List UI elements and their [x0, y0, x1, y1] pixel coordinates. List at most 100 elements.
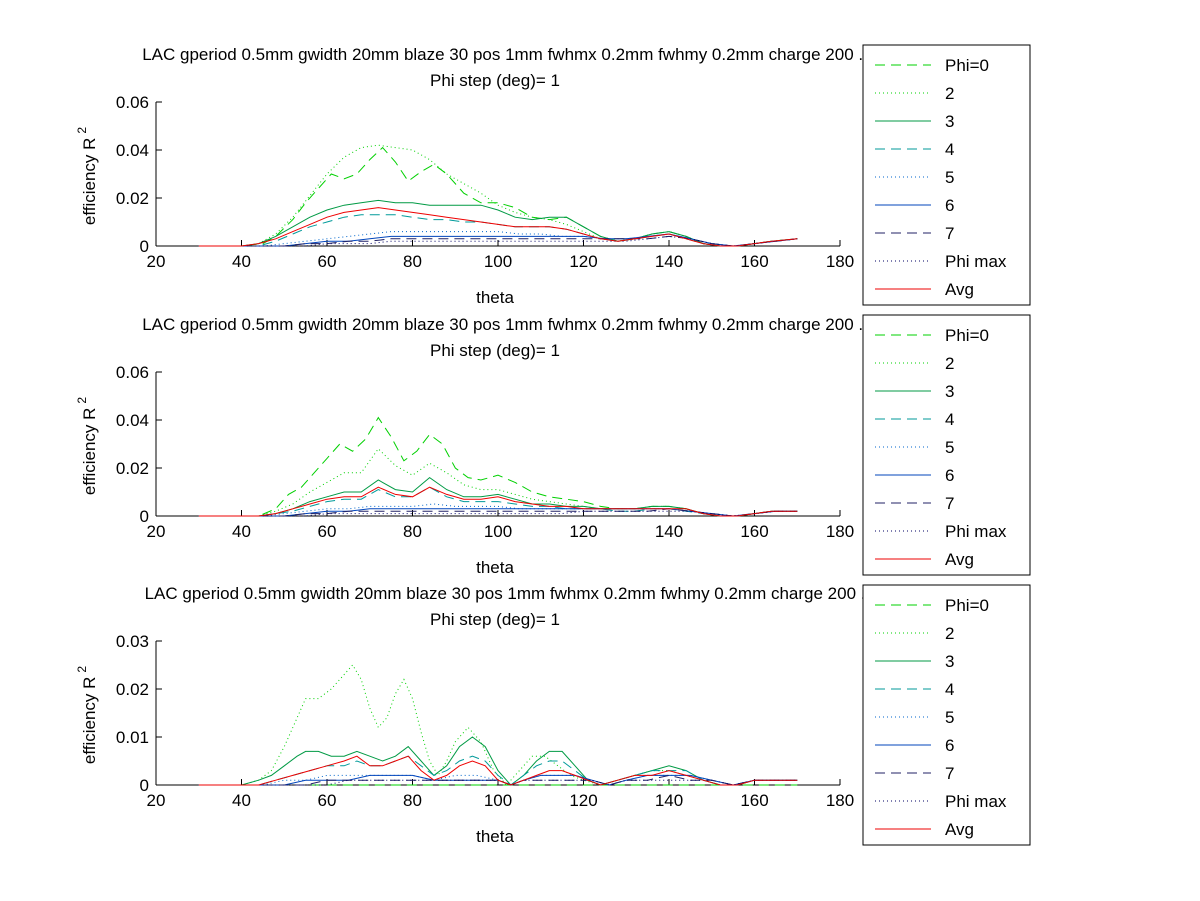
subplot-2-title: LAC gperiod 0.5mm gwidth 20mm blaze 30 p…	[142, 315, 938, 334]
legend-label-7: 7	[945, 224, 954, 243]
legend-box	[862, 44, 1031, 306]
subplot-2-plot-area	[198, 416, 798, 517]
subplot-2-subtitle: Phi step (deg)= 1	[430, 341, 560, 360]
legend-label-9: Avg	[945, 550, 974, 569]
x-tick-label: 160	[740, 791, 768, 810]
x-tick-label: 40	[232, 791, 251, 810]
subplot-2-ylabel: efficiency R 2	[75, 397, 99, 496]
x-tick-label: 60	[318, 791, 337, 810]
legend-label-5: 5	[945, 168, 954, 187]
legend-label-6: 6	[945, 196, 954, 215]
subplot-1-ylabel-sup: 2	[75, 127, 89, 134]
x-tick-label: 40	[232, 252, 251, 271]
subplot-2-legend: Phi=0 2 3 4 5 6 7 Phi max Avg	[862, 314, 1031, 576]
subplot-1-title: LAC gperiod 0.5mm gwidth 20mm blaze 30 p…	[142, 45, 938, 64]
x-tick-label: 100	[484, 252, 512, 271]
series-line-4	[198, 486, 798, 517]
subplot-3-plot-area	[198, 664, 798, 786]
legend-label-2: 2	[945, 624, 954, 643]
x-tick-label: 140	[655, 522, 683, 541]
subplot-3-title: LAC gperiod 0.5mm gwidth 20mm blaze 30 p…	[145, 584, 936, 603]
y-tick-label: 0.02	[116, 189, 149, 208]
y-tick-label: 0.02	[116, 680, 149, 699]
subplot-3-ylabel: efficiency R 2	[75, 666, 99, 765]
x-tick-label: 60	[318, 522, 337, 541]
legend-box	[862, 314, 1031, 576]
y-tick-label: 0.04	[116, 141, 149, 160]
series-line-2	[198, 664, 798, 786]
series-line-4	[198, 755, 798, 786]
x-tick-label: 80	[403, 522, 422, 541]
legend-label-9: Avg	[945, 820, 974, 839]
legend-label-3: 3	[945, 112, 954, 131]
subplot-2-xlabel: theta	[476, 558, 514, 577]
legend-label-6: 6	[945, 466, 954, 485]
subplot-3-ylabel-sup: 2	[75, 666, 89, 673]
x-tick-label: 40	[232, 522, 251, 541]
subplot-3-ylabel-text: efficiency R	[80, 677, 99, 765]
legend-label-1: Phi=0	[945, 596, 989, 615]
y-tick-label: 0.03	[116, 632, 149, 651]
subplot-2: LAC gperiod 0.5mm gwidth 20mm blaze 30 p…	[75, 314, 1031, 577]
x-tick-label: 120	[569, 522, 597, 541]
x-tick-label: 180	[826, 791, 854, 810]
subplot-3-subtitle: Phi step (deg)= 1	[430, 610, 560, 629]
y-tick-label: 0	[140, 237, 149, 256]
series-line-7	[198, 235, 798, 247]
subplot-1-ylabel: efficiency R 2	[75, 127, 99, 226]
subplot-3-xlabel: theta	[476, 827, 514, 846]
x-tick-label: 160	[740, 252, 768, 271]
legend-label-4: 4	[945, 140, 954, 159]
series-line-9	[198, 207, 798, 247]
x-tick-label: 140	[655, 791, 683, 810]
legend-label-1: Phi=0	[945, 56, 989, 75]
subplot-3: LAC gperiod 0.5mm gwidth 20mm blaze 30 p…	[75, 584, 1031, 846]
series-line-3	[198, 736, 798, 786]
subplot-1-legend: Phi=0 2 3 4 5 6 7 Phi max Avg	[862, 44, 1031, 306]
x-tick-label: 80	[403, 252, 422, 271]
legend-label-4: 4	[945, 410, 954, 429]
x-tick-label: 80	[403, 791, 422, 810]
x-tick-label: 140	[655, 252, 683, 271]
x-tick-label: 160	[740, 522, 768, 541]
legend-box	[862, 584, 1031, 846]
y-tick-label: 0	[140, 507, 149, 526]
subplot-1-xlabel: theta	[476, 288, 514, 307]
legend-label-2: 2	[945, 354, 954, 373]
subplot-1-plot-area	[198, 144, 798, 247]
series-line-2	[198, 144, 798, 247]
legend-label-3: 3	[945, 382, 954, 401]
subplot-1-axes: 20 40 60 80 100 120 140 160 180 0 0.02 0.04 0.06	[116, 93, 854, 271]
x-tick-label: 180	[826, 252, 854, 271]
subplot-1: LAC gperiod 0.5mm gwidth 20mm blaze 30 p…	[75, 44, 1031, 307]
subplot-2-ylabel-text: efficiency R	[80, 408, 99, 496]
subplot-3-axes: 20 40 60 80 100 120 140 160 180 0 0.01 0.02 0.03	[116, 632, 854, 810]
x-tick-label: 100	[484, 522, 512, 541]
legend-label-8: Phi max	[945, 522, 1007, 541]
x-tick-label: 60	[318, 252, 337, 271]
legend-label-2: 2	[945, 84, 954, 103]
legend-label-9: Avg	[945, 280, 974, 299]
y-tick-label: 0.02	[116, 459, 149, 478]
subplot-1-subtitle: Phi step (deg)= 1	[430, 71, 560, 90]
legend-label-7: 7	[945, 494, 954, 513]
y-tick-label: 0	[140, 776, 149, 795]
y-tick-label: 0.01	[116, 728, 149, 747]
legend-label-7: 7	[945, 764, 954, 783]
series-line-7	[198, 508, 798, 517]
series-line-9	[198, 755, 798, 786]
legend-label-6: 6	[945, 736, 954, 755]
x-tick-label: 20	[147, 252, 166, 271]
legend-label-5: 5	[945, 708, 954, 727]
y-tick-label: 0.04	[116, 411, 149, 430]
subplot-2-ylabel-sup: 2	[75, 397, 89, 404]
legend-label-1: Phi=0	[945, 326, 989, 345]
legend-label-3: 3	[945, 652, 954, 671]
y-tick-label: 0.06	[116, 363, 149, 382]
y-tick-label: 0.06	[116, 93, 149, 112]
legend-label-8: Phi max	[945, 792, 1007, 811]
x-tick-label: 120	[569, 791, 597, 810]
subplot-2-axes: 20 40 60 80 100 120 140 160 180 0 0.02 0.04 0.06	[116, 363, 854, 541]
legend-label-4: 4	[945, 680, 954, 699]
x-tick-label: 100	[484, 791, 512, 810]
